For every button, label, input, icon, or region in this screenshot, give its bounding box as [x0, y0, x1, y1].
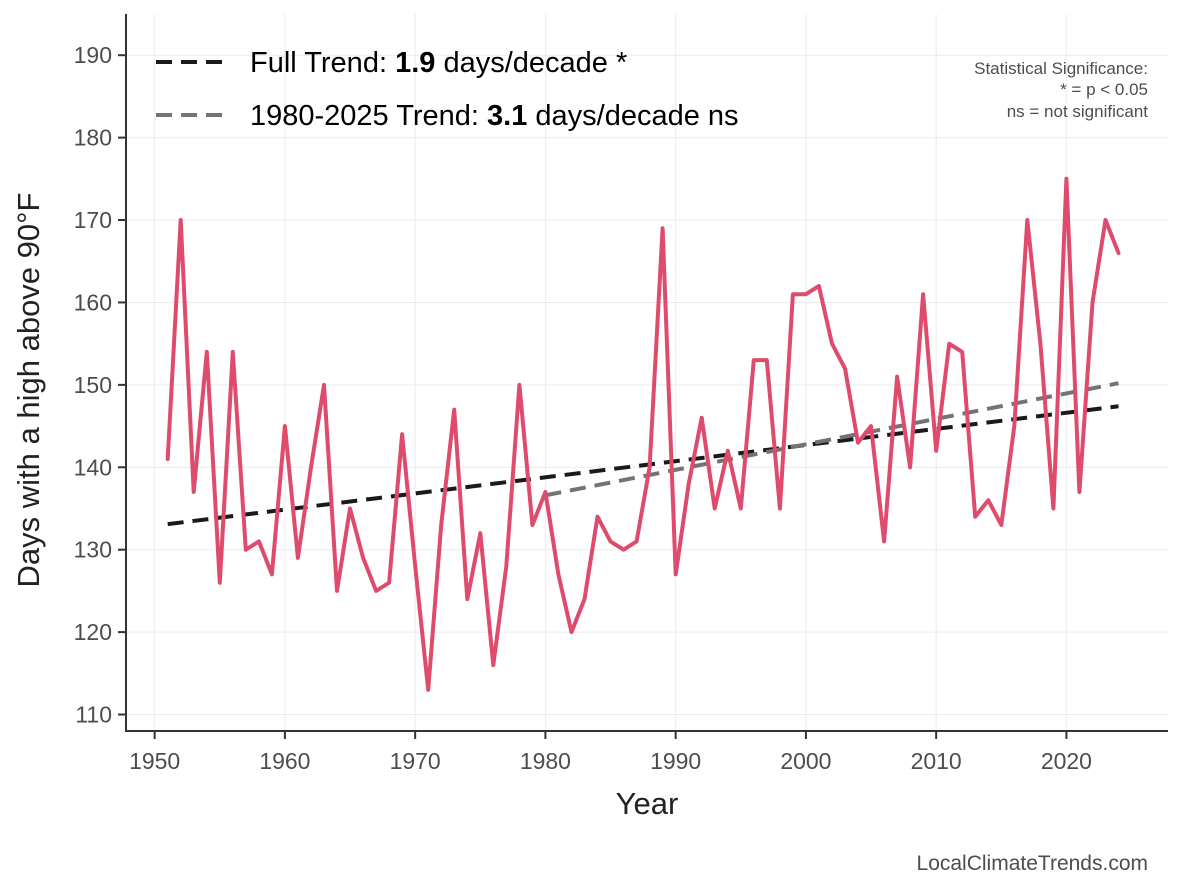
significance-note: Statistical Significance: * = p < 0.05 n… [974, 59, 1148, 121]
x-tick-label-2000: 2000 [780, 748, 831, 774]
legend-label-recent-trend: 1980-2025 Trend: 3.1 days/decade ns [250, 100, 739, 132]
y-tick-label-170: 170 [74, 207, 112, 233]
y-tick-label-120: 120 [74, 619, 112, 645]
legend-recent-value: 3.1 [487, 100, 527, 132]
x-tick-label-2020: 2020 [1041, 748, 1092, 774]
significance-note-line-1: Statistical Significance: [974, 59, 1148, 78]
trend-line-full [167, 404, 1119, 527]
legend-recent-prefix: 1980-2025 Trend: [250, 100, 487, 132]
x-ticks: 1950 1960 1970 1980 1990 2000 2010 2020 [129, 731, 1092, 774]
x-tick-label-1960: 1960 [259, 748, 310, 774]
y-tick-label-180: 180 [74, 125, 112, 151]
y-ticks: 110 120 130 140 150 160 170 180 190 [74, 42, 126, 728]
x-tick-label-1970: 1970 [390, 748, 441, 774]
legend-label-full-trend: Full Trend: 1.9 days/decade * [250, 47, 627, 79]
series-lines [165, 176, 1121, 692]
legend-full-prefix: Full Trend: [250, 47, 395, 79]
x-tick-label-1990: 1990 [650, 748, 701, 774]
y-tick-label-190: 190 [74, 42, 112, 68]
significance-note-line-2: * = p < 0.05 [1060, 80, 1148, 99]
legend-recent-suffix: days/decade ns [527, 100, 738, 132]
trend-line-recent [545, 381, 1119, 498]
legend: Full Trend: 1.9 days/decade * 1980-2025 … [156, 47, 739, 132]
y-tick-label-140: 140 [74, 454, 112, 480]
x-axis-title: Year [616, 786, 679, 821]
y-tick-label-110: 110 [75, 702, 112, 728]
y-axis-title: Days with a high above 90°F [11, 193, 46, 588]
y-tick-label-150: 150 [74, 372, 112, 398]
series-line-0 [165, 176, 1121, 692]
legend-full-suffix: days/decade * [435, 47, 627, 79]
trend-lines [167, 381, 1119, 527]
x-tick-label-2010: 2010 [911, 748, 962, 774]
source-credit: LocalClimateTrends.com [917, 852, 1148, 875]
significance-note-line-3: ns = not significant [1007, 102, 1149, 121]
y-tick-label-130: 130 [74, 537, 112, 563]
x-tick-label-1980: 1980 [520, 748, 571, 774]
y-tick-label-160: 160 [74, 289, 112, 315]
axes [125, 14, 1168, 732]
x-tick-label-1950: 1950 [129, 748, 180, 774]
legend-full-value: 1.9 [395, 47, 435, 79]
